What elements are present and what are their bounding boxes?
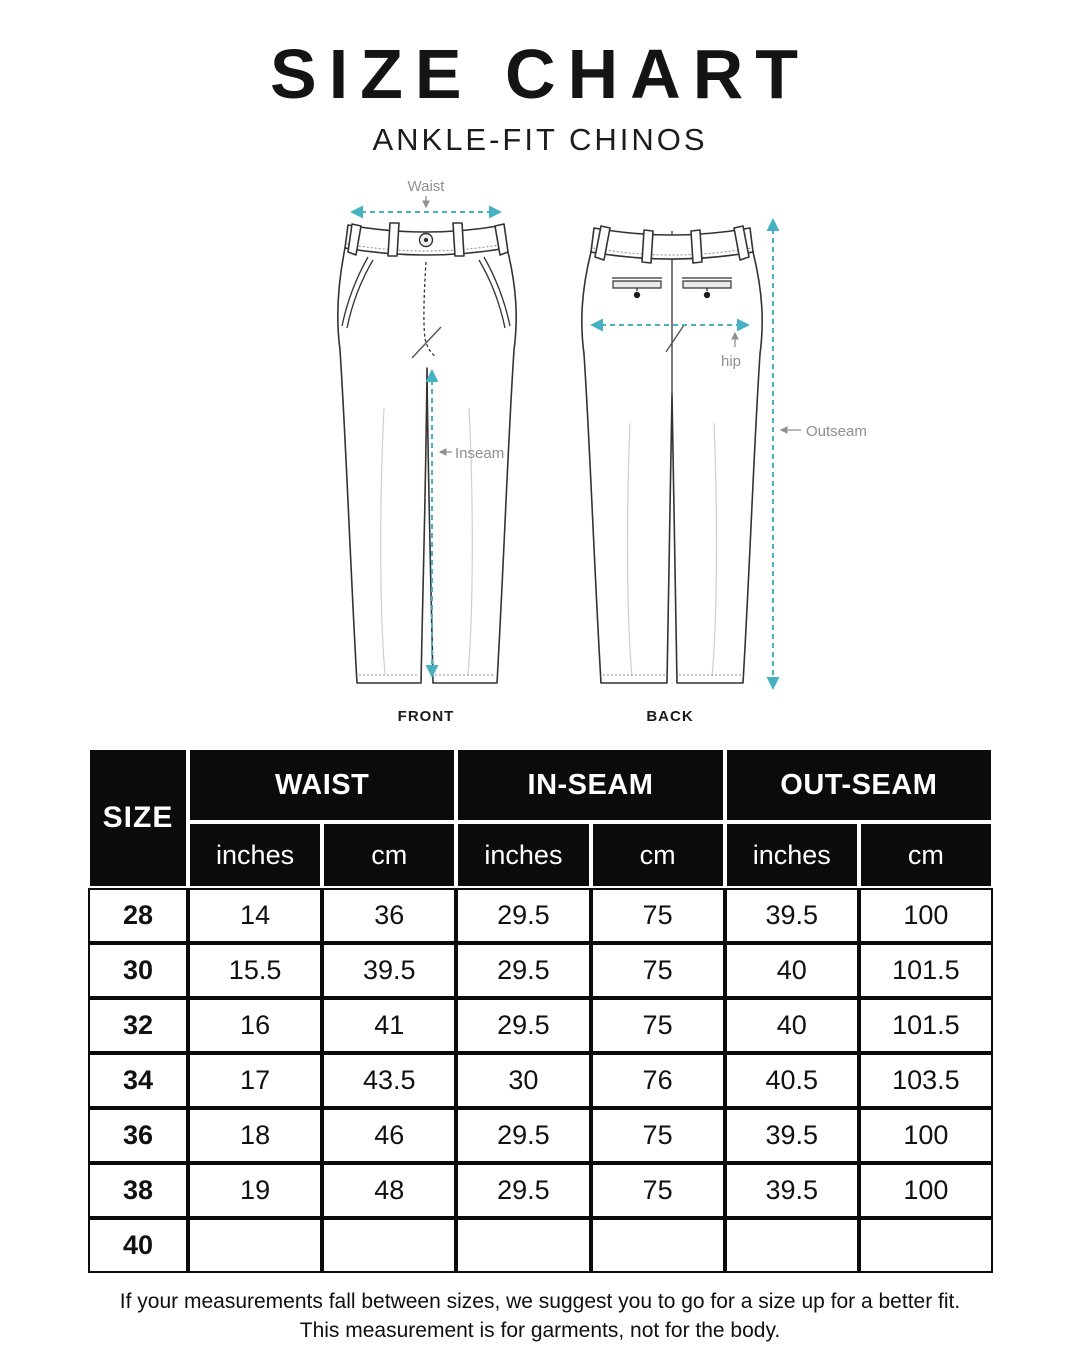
unit-header-inseam-cm: cm bbox=[590, 822, 725, 888]
table-cell: 75 bbox=[590, 943, 725, 998]
table-cell: 100 bbox=[858, 1108, 993, 1163]
table-cell: 39.5 bbox=[724, 1108, 859, 1163]
table-cell: 36 bbox=[322, 888, 457, 943]
inseam-label: Inseam bbox=[455, 445, 504, 462]
table-cell bbox=[724, 1218, 859, 1273]
table-cell: 39.5 bbox=[322, 943, 457, 998]
pants-front-drawing bbox=[336, 222, 517, 684]
table-cell: 29.5 bbox=[456, 888, 591, 943]
size-cell: 28 bbox=[88, 888, 188, 943]
table-cell: 75 bbox=[590, 1108, 725, 1163]
table-cell: 100 bbox=[858, 888, 993, 943]
page-subtitle: ANKLE-FIT CHINOS bbox=[372, 122, 708, 157]
hip-label: hip bbox=[721, 353, 741, 370]
table-cell: 17 bbox=[188, 1053, 323, 1108]
size-cell: 32 bbox=[88, 998, 188, 1053]
unit-header-outseam-inches: inches bbox=[724, 822, 859, 888]
table-cell: 39.5 bbox=[724, 1163, 859, 1218]
table-cell: 101.5 bbox=[858, 943, 993, 998]
page-title: SIZE CHART bbox=[270, 35, 810, 113]
outseam-label: Outseam bbox=[806, 423, 867, 440]
size-table: SIZE WAIST IN-SEAM OUT-SEAM inches cm in… bbox=[88, 748, 993, 1273]
front-view-label: FRONT bbox=[398, 708, 455, 725]
group-header-inseam: IN-SEAM bbox=[456, 748, 725, 822]
table-cell bbox=[456, 1218, 591, 1273]
inseam-measure-arrow: Inseam bbox=[425, 369, 504, 678]
table-cell: 75 bbox=[590, 1163, 725, 1218]
table-cell: 75 bbox=[590, 888, 725, 943]
table-cell: 14 bbox=[188, 888, 323, 943]
back-pocket-button-left bbox=[633, 291, 641, 299]
size-column-header: SIZE bbox=[88, 748, 188, 888]
table-cell: 15.5 bbox=[188, 943, 323, 998]
back-view-label: BACK bbox=[646, 708, 693, 725]
hip-measure-arrow: hip bbox=[590, 318, 750, 370]
table-cell bbox=[590, 1218, 725, 1273]
table-cell: 46 bbox=[322, 1108, 457, 1163]
table-cell: 30 bbox=[456, 1053, 591, 1108]
size-cell: 30 bbox=[88, 943, 188, 998]
footnote-line-1: If your measurements fall between sizes,… bbox=[119, 1290, 961, 1313]
table-cell: 29.5 bbox=[456, 1108, 591, 1163]
table-cell: 75 bbox=[590, 998, 725, 1053]
size-cell: 38 bbox=[88, 1163, 188, 1218]
table-cell: 40 bbox=[724, 998, 859, 1053]
table-cell: 29.5 bbox=[456, 1163, 591, 1218]
size-cell: 36 bbox=[88, 1108, 188, 1163]
table-cell: 16 bbox=[188, 998, 323, 1053]
unit-header-inseam-inches: inches bbox=[456, 822, 591, 888]
pants-diagram: Waist Inseam hip Outseam FRONT BACK bbox=[336, 178, 867, 725]
group-header-outseam: OUT-SEAM bbox=[724, 748, 993, 822]
table-cell bbox=[188, 1218, 323, 1273]
table-cell: 18 bbox=[188, 1108, 323, 1163]
table-cell: 29.5 bbox=[456, 943, 591, 998]
waist-label: Waist bbox=[408, 178, 446, 195]
table-cell: 101.5 bbox=[858, 998, 993, 1053]
unit-header-waist-inches: inches bbox=[188, 822, 323, 888]
footnote-line-2: This measurement is for garments, not fo… bbox=[299, 1319, 781, 1342]
table-cell: 19 bbox=[188, 1163, 323, 1218]
unit-header-outseam-cm: cm bbox=[858, 822, 993, 888]
table-cell: 43.5 bbox=[322, 1053, 457, 1108]
waist-measure-arrow: Waist bbox=[350, 178, 502, 219]
table-cell: 40 bbox=[724, 943, 859, 998]
pants-back-drawing bbox=[581, 225, 763, 684]
table-cell: 29.5 bbox=[456, 998, 591, 1053]
unit-header-waist-cm: cm bbox=[322, 822, 457, 888]
size-cell: 40 bbox=[88, 1218, 188, 1273]
table-cell: 100 bbox=[858, 1163, 993, 1218]
table-cell: 39.5 bbox=[724, 888, 859, 943]
back-pocket-button-right bbox=[703, 291, 711, 299]
table-cell: 41 bbox=[322, 998, 457, 1053]
table-cell: 40.5 bbox=[724, 1053, 859, 1108]
footnote: If your measurements fall between sizes,… bbox=[0, 1287, 1080, 1345]
size-cell: 34 bbox=[88, 1053, 188, 1108]
table-cell: 103.5 bbox=[858, 1053, 993, 1108]
group-header-waist: WAIST bbox=[188, 748, 457, 822]
table-cell: 48 bbox=[322, 1163, 457, 1218]
table-cell: 76 bbox=[590, 1053, 725, 1108]
table-cell bbox=[322, 1218, 457, 1273]
outseam-measure-arrow: Outseam bbox=[766, 218, 867, 690]
table-cell bbox=[858, 1218, 993, 1273]
